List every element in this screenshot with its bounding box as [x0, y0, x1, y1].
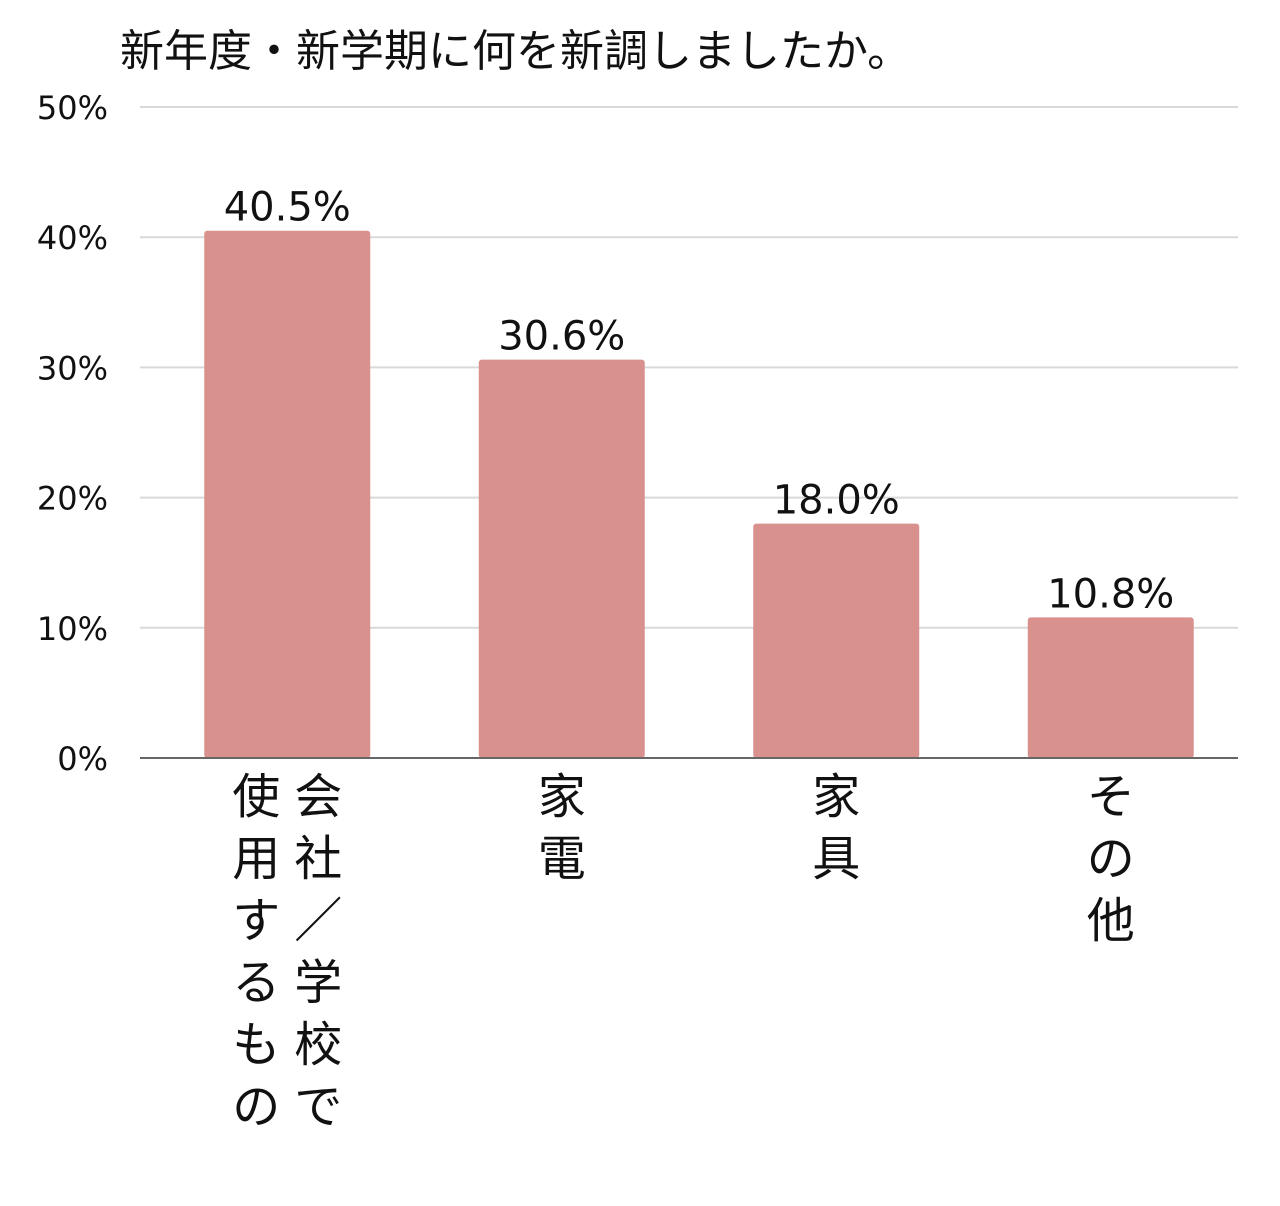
x-category-text: 家具	[812, 769, 860, 887]
y-tick-label: 50%	[37, 89, 108, 127]
x-axis-categories: 会社／学校で使用するもの 家電 家具 その他	[232, 769, 1135, 1135]
data-labels: 40.5% 30.6% 18.0% 10.8%	[224, 185, 1175, 618]
x-category-label-3: その他	[1087, 769, 1135, 949]
bar-0	[204, 230, 371, 758]
y-axis-ticks: 0% 10% 20% 30% 40% 50%	[37, 89, 108, 778]
data-label-1: 30.6%	[498, 314, 625, 360]
x-category-text: その他	[1087, 769, 1135, 949]
y-tick-label: 0%	[57, 740, 108, 778]
y-tick-label: 20%	[37, 480, 108, 518]
bar-1	[478, 359, 645, 758]
y-tick-label: 40%	[37, 219, 108, 257]
x-category-label-1: 家電	[538, 769, 586, 887]
data-label-0: 40.5%	[224, 185, 351, 231]
data-label-2: 18.0%	[773, 478, 900, 524]
y-tick-label: 30%	[37, 349, 108, 387]
x-category-label-0: 会社／学校で使用するもの	[232, 769, 342, 1135]
x-category-text: 会社／学校で使用するもの	[232, 769, 342, 1135]
bar-2	[753, 523, 920, 758]
bars	[204, 230, 1194, 758]
data-label-3: 10.8%	[1047, 571, 1174, 617]
x-category-text: 家電	[538, 769, 586, 887]
x-category-label-2: 家具	[812, 769, 860, 887]
y-tick-label: 10%	[37, 610, 108, 648]
bar-3	[1027, 617, 1194, 758]
chart-title: 新年度・新学期に何を新調しましたか。	[120, 26, 912, 77]
